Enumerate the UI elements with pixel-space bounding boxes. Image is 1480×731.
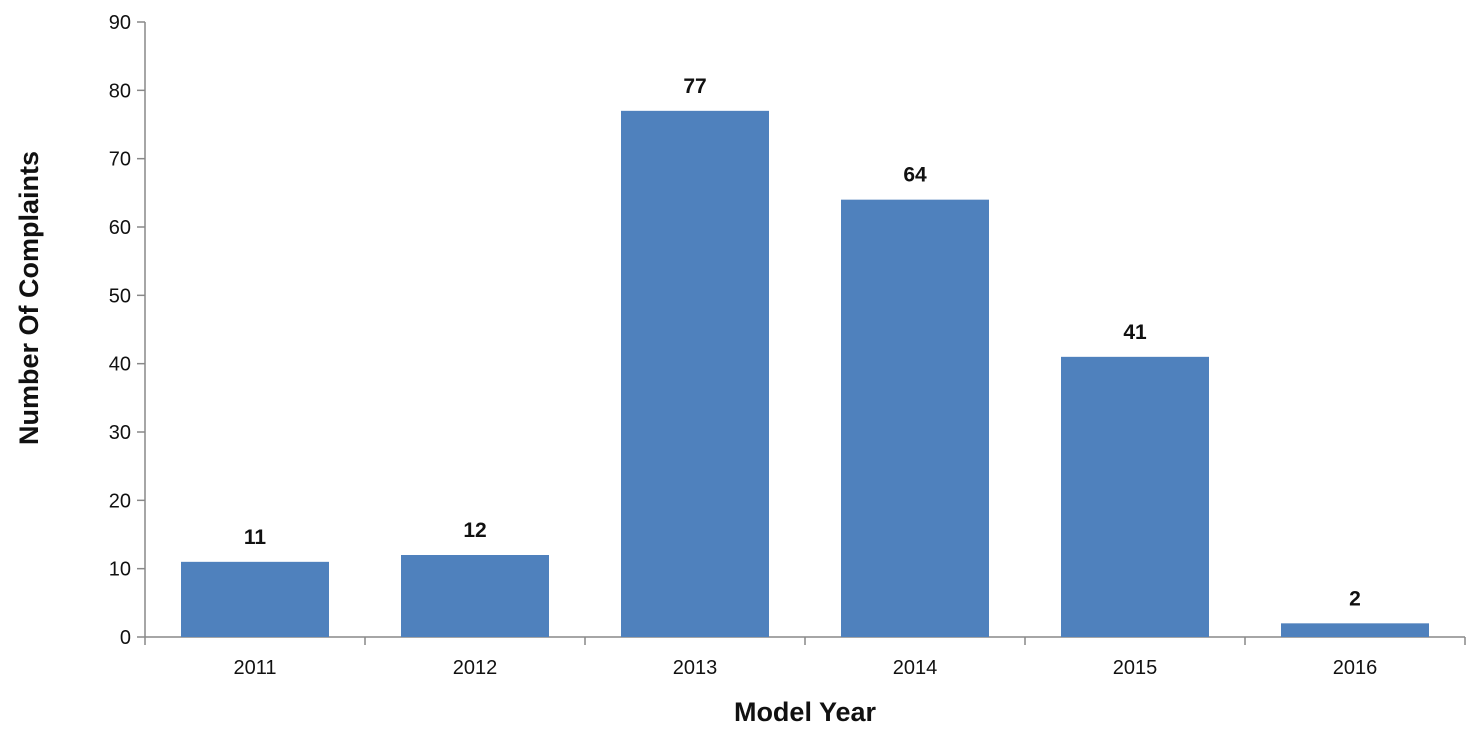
data-label-2015: 41 [1123, 321, 1147, 344]
data-labels: 11 12 77 64 41 2 [244, 75, 1361, 610]
data-label-2012: 12 [463, 519, 486, 542]
bars [181, 110, 1429, 638]
data-label-2014: 64 [903, 164, 927, 187]
bar-2012 [401, 555, 549, 637]
y-axis: 0 10 20 30 40 50 60 70 80 90 [109, 12, 146, 649]
bar-2013 [621, 110, 769, 638]
x-tick-label: 2011 [233, 657, 276, 679]
y-tick-label: 90 [109, 12, 131, 34]
bar-2014 [841, 199, 989, 637]
y-tick-label: 0 [120, 627, 131, 649]
x-axis: 2011 2012 2013 2014 2015 2016 [144, 636, 1466, 679]
data-label-2016: 2 [1349, 587, 1361, 610]
x-tick-label: 2013 [673, 657, 718, 679]
data-label-2013: 77 [683, 75, 706, 98]
x-tick-label: 2015 [1113, 657, 1158, 679]
y-tick-label: 70 [109, 149, 131, 171]
y-tick-label: 80 [109, 80, 131, 102]
y-tick-label: 10 [109, 559, 131, 581]
y-tick-label: 40 [109, 354, 131, 376]
bar-2016 [1281, 623, 1429, 637]
y-tick-label: 60 [109, 217, 131, 239]
y-axis-title: Number Of Complaints [14, 151, 44, 445]
y-tick-label: 20 [109, 490, 131, 512]
x-tick-label: 2014 [893, 657, 938, 679]
x-tick-label: 2016 [1333, 657, 1378, 679]
bar-2011 [181, 561, 329, 637]
x-tick-label: 2012 [453, 657, 498, 679]
data-label-2011: 11 [244, 526, 267, 549]
bar-2015 [1061, 356, 1209, 637]
y-tick-label: 50 [109, 285, 131, 307]
x-axis-title: Model Year [734, 697, 877, 727]
y-tick-label: 30 [109, 422, 131, 444]
